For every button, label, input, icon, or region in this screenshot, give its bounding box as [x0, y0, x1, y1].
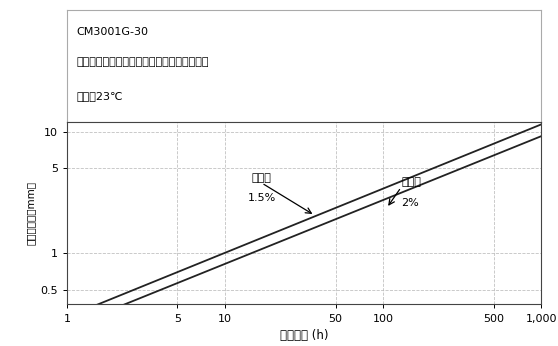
Text: 試験片：肉厚に対して形状が非常に大きな物: 試験片：肉厚に対して形状が非常に大きな物 [76, 57, 209, 67]
Text: 吸水率: 吸水率 [252, 173, 271, 183]
X-axis label: 浸漬時間 (h): 浸漬時間 (h) [280, 329, 328, 342]
Text: 吸水率: 吸水率 [401, 177, 421, 187]
Text: CM3001G-30: CM3001G-30 [76, 27, 148, 37]
Text: 1.5%: 1.5% [247, 193, 276, 203]
Text: 水温：23℃: 水温：23℃ [76, 91, 123, 101]
Y-axis label: 成形品肉厚（mm）: 成形品肉厚（mm） [26, 181, 36, 245]
Text: 2%: 2% [401, 198, 419, 208]
